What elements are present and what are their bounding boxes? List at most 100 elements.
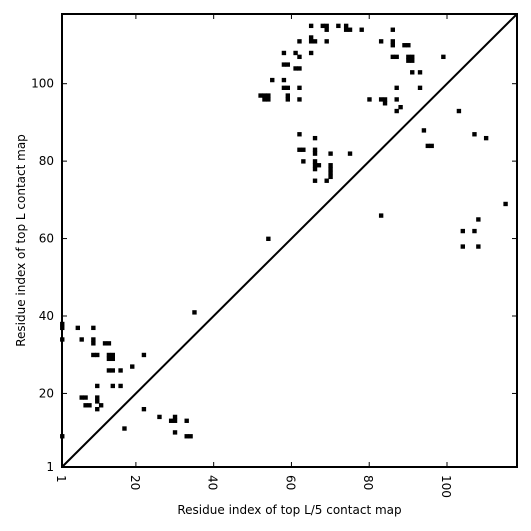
contact-point [367,97,372,102]
contact-point [293,66,298,71]
contact-point [394,97,399,102]
contact-point [390,54,395,60]
contact-point [83,395,88,400]
contact-point [281,85,287,90]
contact-point [394,54,399,60]
x-tick-label: 80 [361,475,375,490]
contact-point [293,50,298,56]
contact-point [168,418,174,423]
contact-point [312,147,318,152]
contact-point [172,430,178,435]
contact-point [118,368,123,373]
contact-point [297,66,302,71]
contact-point [184,434,189,439]
contact-point [394,85,399,90]
contact-point [417,85,423,90]
contact-point [410,54,415,60]
contact-point [157,414,162,420]
contact-point [192,310,197,315]
contact-point [95,352,100,358]
contact-point [390,27,395,32]
contact-point [483,135,489,141]
contact-point [266,236,271,241]
contact-point [410,58,415,63]
contact-point [285,97,290,102]
contact-point [324,27,329,32]
contact-point [130,364,135,369]
contact-point [301,159,306,164]
contact-point [281,50,287,56]
contact-point [476,244,481,249]
x-tick-label: 20 [128,475,142,490]
contact-point [266,93,271,98]
contact-point [75,325,80,331]
contact-point [79,395,84,400]
contact-point [308,35,314,40]
contact-point [456,108,462,114]
contact-point [141,406,147,412]
y-tick-label: 60 [39,232,54,246]
contact-point [102,341,108,346]
contact-point [106,368,112,373]
contact-point [476,217,481,222]
contact-point [347,27,353,32]
contact-point [382,101,388,106]
plot-frame [61,13,518,468]
contact-point [172,418,178,423]
contact-point [503,201,508,207]
contact-point [285,62,290,67]
contact-point [378,213,384,218]
contact-point [262,93,267,98]
contact-point [172,414,178,420]
diagonal-line [61,13,518,468]
contact-point [188,434,193,439]
x-tick-label: 40 [206,475,220,490]
contact-point [378,97,384,102]
contact-point [262,97,267,102]
contact-point [429,143,434,149]
contact-point [328,174,333,180]
contact-point [110,352,115,358]
contact-point [285,85,290,90]
contact-point [281,77,287,83]
contact-point [308,50,314,56]
contact-point [184,418,189,423]
contact-point [312,151,318,156]
contact-point [297,132,302,137]
contact-point [410,70,415,75]
y-tick-label: 40 [39,309,54,323]
contact-point [95,395,100,400]
contact-point [460,244,465,249]
contact-point [312,159,318,164]
contact-point [359,27,364,32]
contact-point [398,104,403,110]
contact-point [91,341,96,346]
contact-point [79,337,84,342]
contact-point [87,403,92,408]
contact-point [297,39,302,44]
contact-point [297,147,302,152]
contact-point [98,403,104,408]
contact-point [390,39,395,44]
contact-point [328,151,333,156]
contact-point [141,352,147,358]
contact-point [390,43,395,48]
contact-point [106,356,112,362]
contact-point [285,93,290,98]
contact-point [266,97,271,102]
contact-point [95,399,100,404]
contact-point [312,39,318,44]
contact-point [83,403,88,408]
contact-point [347,151,353,156]
contact-point [95,383,100,389]
contact-point [324,39,329,44]
contact-point [301,147,306,152]
x-tick-label: 60 [283,475,297,490]
contact-point [118,383,123,389]
contact-point [312,163,318,168]
contact-point [343,23,349,29]
contact-point [91,337,96,342]
